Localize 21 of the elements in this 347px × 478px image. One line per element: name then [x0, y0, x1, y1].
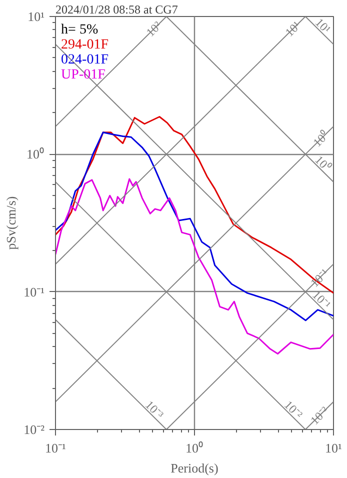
text: 10⁻² — [282, 398, 306, 422]
legend-title: h= 5% — [61, 22, 98, 38]
x-tick-label: 10¹ — [325, 440, 342, 456]
text: 294-01F — [61, 38, 109, 53]
y-tick-label: 10⁰ — [26, 146, 44, 162]
x-axis-title: Period(s) — [170, 460, 218, 476]
y-tick-label: 10⁻¹ — [24, 284, 45, 300]
x-tick-label: 10⁰ — [186, 440, 204, 456]
text: 10⁰ — [312, 152, 334, 174]
text: UP-01F — [61, 68, 106, 83]
text: 10⁻³ — [142, 398, 167, 422]
text: 10⁻¹ — [308, 266, 332, 290]
text: 10⁻¹ — [310, 288, 334, 312]
chart-title: 2024/01/28 08:58 at CG7 — [56, 2, 178, 16]
y-axis-title: pSv(cm/s) — [4, 196, 19, 250]
text: 10¹ — [312, 15, 334, 37]
y-tick-label: 10¹ — [28, 9, 45, 24]
text: 024-01F — [61, 52, 109, 68]
x-tick-label: 10⁻¹ — [45, 440, 66, 456]
text: 10⁻² — [308, 403, 332, 428]
y-tick-label: 10⁻² — [24, 422, 45, 437]
